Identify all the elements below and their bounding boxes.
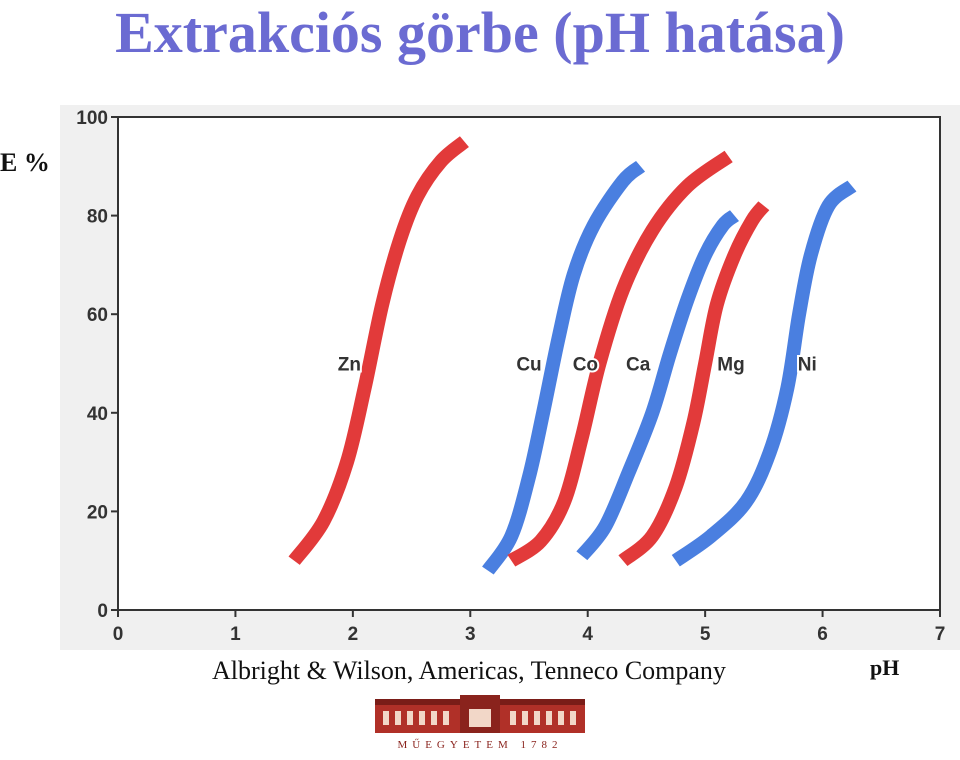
x-tick-label: 0: [113, 624, 124, 645]
y-tick-label: 80: [87, 207, 108, 228]
page-title: Extrakciós görbe (pH hatása): [115, 0, 845, 65]
x-tick-label: 1: [230, 624, 241, 645]
series-label-zn: Zn: [338, 355, 361, 376]
x-tick-label: 7: [935, 624, 946, 645]
y-tick-label: 0: [97, 601, 108, 622]
x-tick-label: 3: [465, 624, 476, 645]
x-tick-label: 5: [700, 624, 711, 645]
y-tick-label: 20: [87, 502, 108, 523]
x-tick-label: 6: [817, 624, 828, 645]
series-label-ca: Ca: [626, 355, 651, 376]
series-label-cu: Cu: [516, 355, 541, 376]
series-label-co: Co: [573, 355, 598, 376]
source-credit: Albright & Wilson, Americas, Tenneco Com…: [212, 656, 726, 685]
series-line-mg: [618, 201, 770, 567]
series-label-ni: Ni: [798, 355, 817, 376]
series-label-mg: Mg: [717, 355, 744, 376]
y-tick-label: 100: [76, 108, 108, 129]
extraction-chart: 0 1 2 3 4 5 6 7 0 20 40 60 80 100 Zn Cu Co Ca Mg Ni: [60, 105, 960, 650]
x-tick-label: 4: [582, 624, 593, 645]
series-line-co: [507, 150, 733, 567]
university-logo: MŰEGYETEM 1782: [375, 695, 585, 751]
series-line-cu: [482, 160, 646, 575]
y-tick-label: 40: [87, 404, 108, 425]
x-tick-label: 2: [348, 624, 359, 645]
plot-frame: [117, 116, 941, 611]
logo-text: MŰEGYETEM 1782: [397, 739, 562, 751]
series-line-ni: [671, 180, 857, 567]
y-axis-label: E %: [0, 148, 50, 177]
y-tick-label: 60: [87, 305, 108, 326]
series-line-zn: [288, 136, 469, 566]
series-line-ca: [576, 209, 739, 561]
x-axis-label: pH: [870, 655, 900, 680]
